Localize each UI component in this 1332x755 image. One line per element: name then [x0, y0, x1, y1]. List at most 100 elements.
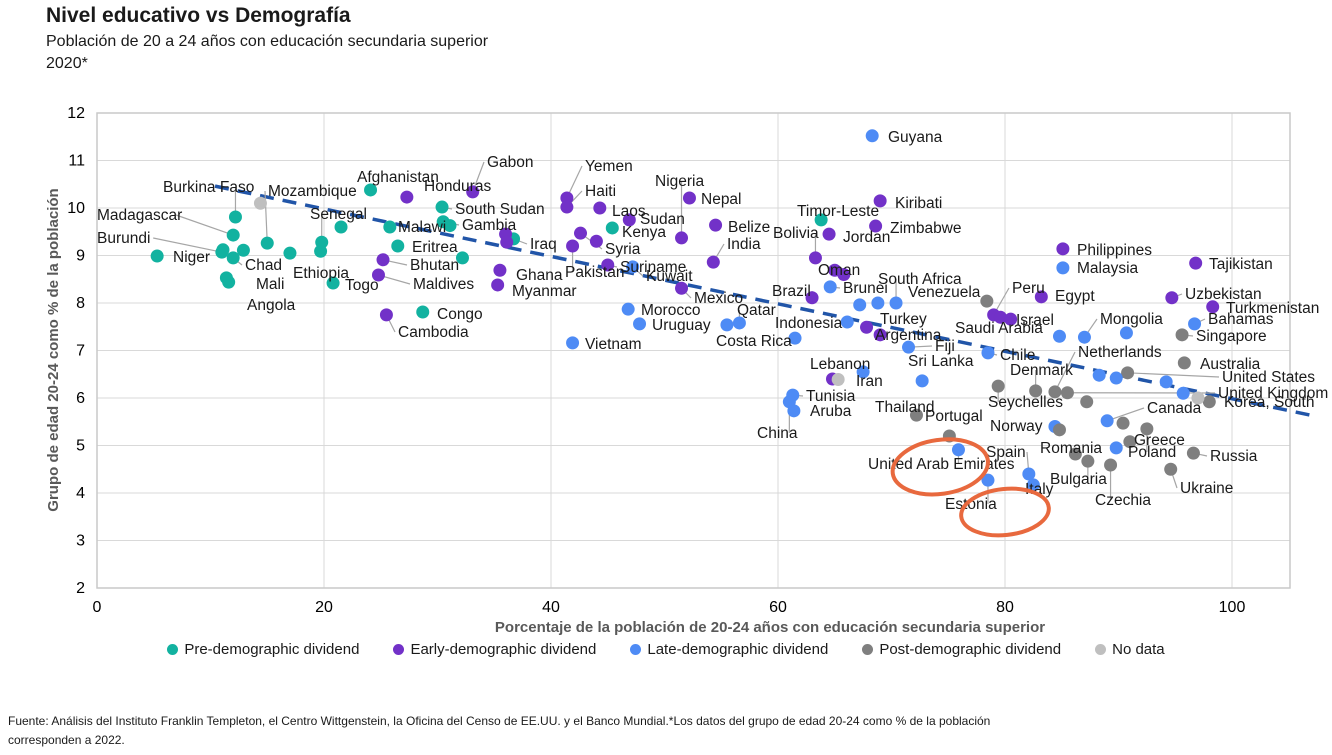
- point-nepal[interactable]: [682, 191, 696, 205]
- point-venezuela[interactable]: [980, 294, 994, 308]
- point-burkina-faso[interactable]: [228, 210, 242, 224]
- point-united-states[interactable]: [1121, 366, 1135, 380]
- point-seychelles[interactable]: [991, 379, 1005, 393]
- point-ethiopia[interactable]: [314, 244, 328, 258]
- point-indonesia[interactable]: [840, 315, 854, 329]
- point-gabon[interactable]: [466, 185, 480, 199]
- point-haiti[interactable]: [560, 200, 574, 214]
- point-spain[interactable]: [1022, 467, 1036, 481]
- point-argentina[interactable]: [873, 328, 887, 342]
- point-kenya[interactable]: [605, 221, 619, 235]
- legend-item-nodata[interactable]: No data: [1095, 641, 1165, 658]
- point-syria[interactable]: [574, 226, 588, 240]
- point-kuwait[interactable]: [626, 260, 640, 274]
- point-bulgaria[interactable]: [1081, 454, 1095, 468]
- point-uruguay[interactable]: [633, 317, 647, 331]
- legend-item-post[interactable]: Post-demographic dividend: [862, 641, 1061, 658]
- point-malaysia[interactable]: [1056, 261, 1070, 275]
- point-kiribati[interactable]: [873, 194, 887, 208]
- point[interactable]: [253, 196, 267, 210]
- point-tajikistan[interactable]: [1189, 256, 1203, 270]
- point-mongolia[interactable]: [1077, 330, 1091, 344]
- point[interactable]: [455, 251, 469, 265]
- point-turkey[interactable]: [860, 320, 874, 334]
- point-romania[interactable]: [1068, 447, 1082, 461]
- point-afghanistan[interactable]: [364, 183, 378, 197]
- point-suriname[interactable]: [601, 258, 615, 272]
- point-congo[interactable]: [416, 305, 430, 319]
- point-togo[interactable]: [326, 276, 340, 290]
- point[interactable]: [1116, 416, 1130, 430]
- point-honduras[interactable]: [400, 190, 414, 204]
- legend-item-pre[interactable]: Pre-demographic dividend: [167, 641, 359, 658]
- point-laos[interactable]: [593, 201, 607, 215]
- point-mexico[interactable]: [675, 281, 689, 295]
- point-uzbekistan[interactable]: [1165, 291, 1179, 305]
- point-ghana[interactable]: [493, 263, 507, 277]
- point-niger[interactable]: [150, 249, 164, 263]
- point-jordan[interactable]: [822, 227, 836, 241]
- point-eritrea[interactable]: [391, 239, 405, 253]
- point-cambodia[interactable]: [379, 308, 393, 322]
- point[interactable]: [500, 235, 514, 249]
- point[interactable]: [837, 268, 851, 281]
- point[interactable]: [1092, 368, 1106, 382]
- point-south-sudan[interactable]: [435, 200, 449, 214]
- point-bolivia[interactable]: [808, 251, 822, 265]
- point[interactable]: [1176, 386, 1190, 400]
- point-india[interactable]: [706, 255, 720, 269]
- point-angola[interactable]: [222, 275, 236, 289]
- point-maldives[interactable]: [371, 268, 385, 282]
- point[interactable]: [1080, 395, 1094, 409]
- point-canada[interactable]: [1100, 414, 1114, 428]
- point-denmark[interactable]: [1029, 384, 1043, 398]
- point-china[interactable]: [782, 395, 796, 409]
- point-bhutan[interactable]: [376, 253, 390, 267]
- point[interactable]: [853, 298, 867, 312]
- point-turkmenistan[interactable]: [1206, 300, 1220, 314]
- point[interactable]: [831, 372, 845, 386]
- point[interactable]: [1052, 423, 1066, 437]
- point-morocco[interactable]: [621, 302, 635, 316]
- point-thailand[interactable]: [909, 408, 923, 422]
- point[interactable]: [236, 243, 250, 257]
- point-guyana[interactable]: [865, 129, 879, 143]
- point-south-africa[interactable]: [889, 296, 903, 310]
- point-malawi[interactable]: [443, 219, 457, 233]
- legend-item-late[interactable]: Late-demographic dividend: [630, 641, 828, 658]
- point[interactable]: [871, 296, 885, 310]
- point-united-kingdom[interactable]: [1060, 386, 1074, 400]
- point-fiji[interactable]: [902, 340, 916, 354]
- point[interactable]: [334, 220, 348, 234]
- point[interactable]: [383, 220, 397, 234]
- point[interactable]: [226, 251, 240, 265]
- point-singapore[interactable]: [1175, 328, 1189, 342]
- point-madagascar[interactable]: [226, 228, 240, 242]
- point-brunei[interactable]: [823, 280, 837, 294]
- point-timor-leste[interactable]: [814, 213, 828, 227]
- point-chile[interactable]: [981, 346, 995, 360]
- point[interactable]: [283, 246, 297, 260]
- point-nigeria[interactable]: [675, 231, 689, 245]
- point-israel[interactable]: [1004, 312, 1018, 326]
- point-greece[interactable]: [1123, 435, 1137, 449]
- point-vietnam[interactable]: [566, 336, 580, 350]
- point-poland[interactable]: [1140, 422, 1154, 436]
- point-egypt[interactable]: [1034, 290, 1048, 304]
- point-yemen[interactable]: [560, 191, 574, 205]
- point-zimbabwe[interactable]: [869, 219, 883, 233]
- point-lebanon[interactable]: [856, 365, 870, 379]
- point[interactable]: [1052, 329, 1066, 343]
- point-belize[interactable]: [709, 218, 723, 232]
- point-netherlands[interactable]: [1048, 385, 1062, 399]
- point-saudi-arabia[interactable]: [993, 310, 1007, 324]
- point-russia[interactable]: [1186, 446, 1200, 460]
- point-myanmar[interactable]: [491, 278, 505, 292]
- point[interactable]: [1159, 375, 1173, 389]
- point-italy[interactable]: [1026, 478, 1040, 492]
- point-costa-rica[interactable]: [788, 331, 802, 345]
- point-pakistan[interactable]: [566, 239, 580, 253]
- point-estonia[interactable]: [981, 473, 995, 487]
- point-philippines[interactable]: [1056, 242, 1070, 256]
